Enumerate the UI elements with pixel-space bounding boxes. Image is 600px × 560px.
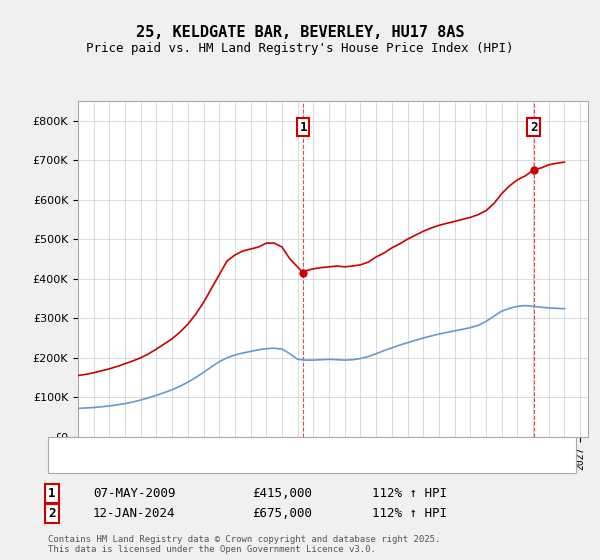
Text: Price paid vs. HM Land Registry's House Price Index (HPI): Price paid vs. HM Land Registry's House … (86, 42, 514, 55)
Text: HPI: Average price, detached house, East Riding of Yorkshire: HPI: Average price, detached house, East… (101, 458, 476, 468)
Text: £675,000: £675,000 (252, 507, 312, 520)
Text: 1: 1 (48, 487, 56, 500)
Text: 25, KELDGATE BAR, BEVERLEY, HU17 8AS (detached house): 25, KELDGATE BAR, BEVERLEY, HU17 8AS (de… (101, 442, 432, 452)
Text: £415,000: £415,000 (252, 487, 312, 500)
Text: 2: 2 (48, 507, 56, 520)
Text: 07-MAY-2009: 07-MAY-2009 (93, 487, 176, 500)
Text: 1: 1 (299, 120, 307, 134)
Text: 2: 2 (530, 120, 538, 134)
Text: 112% ↑ HPI: 112% ↑ HPI (372, 487, 447, 500)
Text: 12-JAN-2024: 12-JAN-2024 (93, 507, 176, 520)
Text: Contains HM Land Registry data © Crown copyright and database right 2025.
This d: Contains HM Land Registry data © Crown c… (48, 535, 440, 554)
Text: 25, KELDGATE BAR, BEVERLEY, HU17 8AS: 25, KELDGATE BAR, BEVERLEY, HU17 8AS (136, 25, 464, 40)
Text: 112% ↑ HPI: 112% ↑ HPI (372, 507, 447, 520)
